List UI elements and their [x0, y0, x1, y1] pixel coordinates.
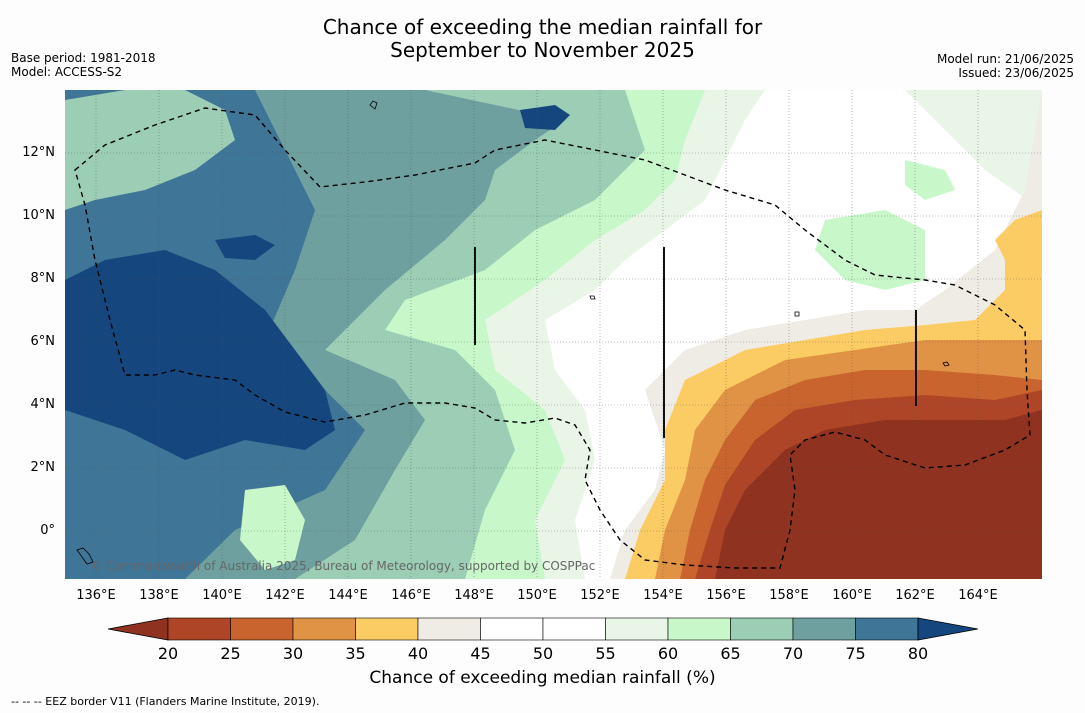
lon-label-138e: 138°E	[139, 588, 179, 603]
rainfall-map: © Commonwealth of Australia 2025, Bureau…	[65, 90, 1042, 579]
lon-label-148e: 148°E	[454, 588, 494, 603]
copyright-text: © Commonwealth of Australia 2025, Bureau…	[90, 559, 595, 573]
lat-label-2n: 2°N	[30, 460, 56, 475]
colorbar-cell	[292, 617, 356, 641]
colorbar-tick-label: 60	[657, 644, 679, 663]
lon-label-146e: 146°E	[391, 588, 431, 603]
lon-label-160e: 160°E	[832, 588, 872, 603]
lat-label-4n: 4°N	[30, 397, 56, 412]
region-60-65-patch2	[905, 160, 955, 200]
eez-legend: -- -- -- EEZ border V11 (Flanders Marine…	[11, 695, 320, 708]
colorbar-tick-label: 65	[720, 644, 741, 663]
lat-label-6n: 6°N	[30, 334, 56, 349]
lat-label-8n: 8°N	[30, 271, 56, 286]
model-name: Model: ACCESS-S2	[11, 65, 123, 79]
lon-label-156e: 156°E	[706, 588, 746, 603]
colorbar-tick-label: 75	[845, 644, 866, 663]
colorbar-tick-label: 70	[782, 644, 804, 663]
islands	[76, 100, 950, 565]
colorbar-cell	[480, 617, 544, 641]
colorbar-cell	[167, 617, 231, 641]
region-above-80-west	[65, 250, 335, 460]
colorbar-tick-label: 25	[220, 644, 241, 663]
model-run: Model run: 21/06/2025	[936, 52, 1074, 66]
lon-label-154e: 154°E	[643, 588, 683, 603]
lon-label-142e: 142°E	[265, 588, 305, 603]
graticule	[65, 90, 1042, 579]
lon-label-162e: 162°E	[895, 588, 935, 603]
region-65-70-patch	[65, 90, 235, 210]
region-above-80-north	[520, 105, 570, 130]
colorbar-tick-label: 45	[470, 644, 491, 663]
lon-label-140e: 140°E	[202, 588, 242, 603]
region-above-80-mid	[215, 235, 275, 260]
colorbar-label: Chance of exceeding median rainfall (%)	[369, 668, 716, 688]
region-60-65-patch	[815, 210, 925, 290]
lon-label-158e: 158°E	[769, 588, 809, 603]
colorbar-extend-high	[917, 617, 978, 641]
colorbar	[108, 617, 978, 641]
colorbar-cell	[667, 617, 731, 641]
colorbar-cell	[542, 617, 606, 641]
lon-label-152e: 152°E	[580, 588, 620, 603]
colorbar-tick-label: 20	[157, 644, 179, 663]
colorbar-cell	[417, 617, 481, 641]
colorbar-cell	[355, 617, 419, 641]
region-below-20	[715, 410, 1042, 579]
lat-label-12n: 12°N	[22, 145, 55, 160]
colorbar-cell	[605, 617, 669, 641]
colorbar-tick-label: 80	[907, 644, 929, 663]
lat-label-0: 0°	[40, 523, 55, 538]
colorbar-cell	[792, 617, 856, 641]
lon-label-136e: 136°E	[76, 588, 116, 603]
colorbar-tick-label: 40	[407, 644, 429, 663]
eez-border	[74, 107, 1031, 569]
colorbar-tick-label: 35	[345, 644, 366, 663]
colorbar-tick-label: 50	[532, 644, 554, 663]
colorbar-cell	[230, 617, 294, 641]
colorbar-tick-label: 30	[282, 644, 304, 663]
lat-label-10n: 10°N	[22, 208, 55, 223]
base-period: Base period: 1981-2018	[11, 51, 156, 65]
lon-label-164e: 164°E	[958, 588, 998, 603]
map-title-line1: Chance of exceeding the median rainfall …	[322, 15, 763, 39]
region-60-65-patch3	[240, 485, 305, 570]
colorbar-cell	[855, 617, 919, 641]
issued-date: Issued: 23/06/2025	[958, 66, 1074, 80]
lon-label-144e: 144°E	[328, 588, 368, 603]
map-title-line2: September to November 2025	[390, 38, 695, 62]
lon-label-150e: 150°E	[517, 588, 557, 603]
colorbar-tick-label: 55	[595, 644, 616, 663]
colorbar-extend-low	[108, 617, 169, 641]
colorbar-cell	[730, 617, 794, 641]
